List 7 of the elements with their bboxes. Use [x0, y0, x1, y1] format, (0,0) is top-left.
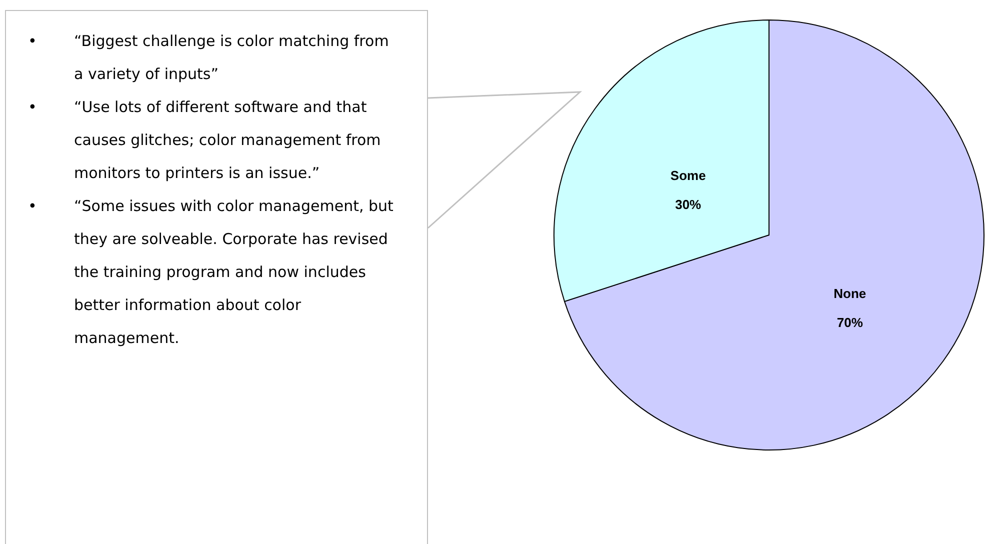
data-label: 70% [836, 314, 864, 330]
text: • “Some issues with color management, but they are solveable. Corporate has revised the training program and now includes better information about color management. [28, 197, 394, 347]
data-label: 30% [675, 197, 702, 212]
text: • “Biggest challenge is color matching from a variety of inputs” [28, 32, 389, 83]
slice-label: None [834, 286, 866, 301]
slice-label: Some [670, 168, 706, 184]
text: • “Use lots of different software and that causes glitches; color management from monitors to printers is an issue.” [28, 98, 381, 182]
